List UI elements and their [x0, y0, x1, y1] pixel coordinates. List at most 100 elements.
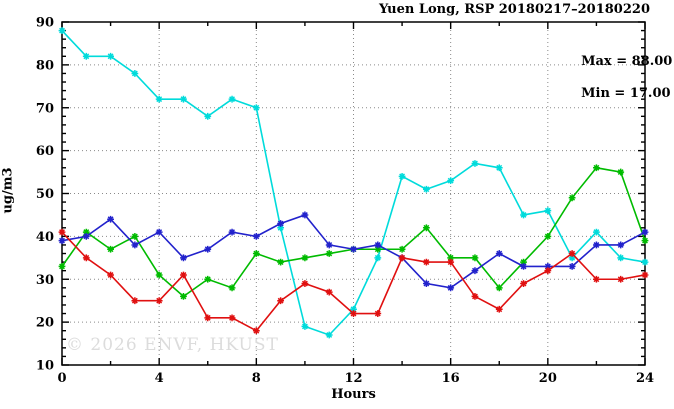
marker-line-red-h19 — [520, 280, 527, 287]
marker-line-cyan-h12 — [350, 305, 357, 313]
marker-line-green-h16 — [447, 254, 455, 262]
plot-line-green — [61, 166, 646, 298]
marker-line-red-h17 — [471, 293, 479, 300]
x-tick-label-12: 12 — [344, 371, 362, 386]
marker-line-green-h8 — [252, 250, 260, 257]
marker-line-red-h13 — [374, 310, 382, 317]
x-tick-label-20: 20 — [539, 371, 557, 386]
marker-line-blue-h3 — [131, 241, 139, 249]
marker-line-cyan-h21 — [568, 254, 576, 262]
x-tick-label-4: 4 — [155, 371, 164, 386]
marker-line-red-h8 — [252, 327, 260, 335]
watermark-text: © 2026 ENVF, HKUST — [66, 335, 279, 355]
marker-line-cyan-h20 — [544, 207, 552, 215]
marker-line-blue-h23 — [617, 241, 625, 249]
chart-title: Yuen Long, RSP 20180217–20180220 — [379, 2, 650, 17]
marker-line-cyan-h15 — [422, 185, 430, 193]
x-axis-label: Hours — [331, 387, 376, 402]
marker-line-cyan-h5 — [180, 95, 187, 103]
marker-line-blue-h22 — [593, 241, 600, 249]
marker-line-red-h0 — [58, 228, 66, 236]
marker-line-green-h17 — [471, 254, 479, 262]
marker-line-cyan-h1 — [82, 52, 90, 60]
marker-line-blue-h0 — [58, 237, 66, 245]
marker-line-red-h16 — [447, 258, 455, 266]
x-tick-label-16: 16 — [442, 371, 460, 386]
marker-line-cyan-h18 — [495, 164, 503, 172]
marker-line-cyan-h14 — [398, 172, 406, 180]
marker-line-green-h7 — [228, 284, 236, 292]
marker-line-blue-h18 — [495, 250, 503, 257]
marker-line-blue-h21 — [568, 262, 576, 270]
marker-line-red-h3 — [131, 297, 139, 305]
marker-line-green-h3 — [131, 232, 139, 240]
marker-line-red-h9 — [277, 297, 285, 305]
marker-line-cyan-h8 — [252, 104, 260, 112]
marker-line-red-h23 — [617, 275, 625, 283]
marker-line-green-h22 — [593, 164, 600, 172]
marker-line-red-h12 — [350, 310, 357, 317]
marker-line-red-h15 — [422, 258, 430, 266]
marker-line-red-h20 — [544, 267, 552, 275]
marker-line-blue-h16 — [447, 284, 455, 292]
marker-line-blue-h12 — [350, 245, 357, 253]
y-tick-label-10: 10 — [36, 359, 54, 374]
min-value-label: Min = 17.00 — [581, 86, 671, 101]
max-value-label: Max = 88.00 — [581, 54, 673, 69]
marker-line-blue-h17 — [471, 267, 479, 275]
marker-line-blue-h11 — [325, 241, 333, 249]
marker-line-red-h1 — [82, 254, 90, 262]
marker-line-red-h18 — [495, 305, 503, 313]
marker-line-green-h4 — [155, 271, 163, 279]
marker-line-red-h4 — [155, 297, 163, 305]
marker-line-blue-h7 — [228, 228, 236, 236]
marker-line-cyan-h16 — [447, 177, 455, 185]
marker-line-blue-h20 — [544, 262, 552, 270]
marker-line-cyan-h22 — [593, 228, 600, 236]
marker-line-green-h13 — [374, 245, 382, 253]
marker-line-blue-h24 — [641, 228, 649, 236]
marker-line-blue-h13 — [374, 241, 382, 249]
marker-line-cyan-h10 — [301, 323, 309, 330]
x-tick-label-8: 8 — [252, 371, 261, 386]
y-tick-label-20: 20 — [36, 316, 54, 331]
y-tick-label-60: 60 — [36, 144, 54, 159]
marker-line-green-h23 — [617, 168, 625, 176]
y-axis-label: ug/m3 — [0, 167, 16, 214]
marker-line-green-h19 — [520, 258, 527, 266]
marker-line-red-h21 — [568, 250, 576, 257]
marker-line-cyan-h24 — [641, 258, 649, 266]
marker-line-green-h14 — [398, 245, 406, 253]
marker-line-cyan-h9 — [277, 224, 285, 232]
marker-line-cyan-h17 — [471, 160, 479, 167]
marker-line-blue-h9 — [277, 220, 285, 227]
marker-line-green-h9 — [277, 258, 285, 266]
y-tick-label-40: 40 — [36, 230, 54, 245]
marker-line-cyan-h7 — [228, 95, 236, 103]
max-min-annotation: Max = 88.00 Min = 17.00 — [563, 38, 672, 118]
marker-line-blue-h5 — [180, 254, 187, 262]
marker-line-green-h20 — [544, 232, 552, 240]
marker-line-blue-h19 — [520, 262, 527, 270]
marker-line-blue-h1 — [82, 232, 90, 240]
y-tick-label-80: 80 — [36, 58, 54, 73]
marker-line-cyan-h4 — [155, 95, 163, 103]
marker-line-cyan-h23 — [617, 254, 625, 262]
marker-line-green-h24 — [641, 237, 649, 245]
marker-line-cyan-h2 — [107, 52, 114, 60]
marker-line-green-h18 — [495, 284, 503, 292]
marker-line-red-h2 — [107, 271, 114, 279]
marker-line-cyan-h3 — [131, 70, 139, 77]
marker-line-cyan-h13 — [374, 254, 382, 262]
marker-line-red-h24 — [641, 271, 649, 279]
marker-line-cyan-h6 — [204, 112, 212, 120]
y-tick-label-50: 50 — [36, 187, 54, 202]
marker-line-red-h22 — [593, 275, 600, 283]
marker-line-green-h11 — [325, 250, 333, 257]
marker-line-green-h1 — [82, 228, 90, 236]
y-tick-label-90: 90 — [36, 16, 54, 31]
marker-line-red-h11 — [325, 288, 333, 296]
y-tick-label-70: 70 — [36, 101, 54, 116]
